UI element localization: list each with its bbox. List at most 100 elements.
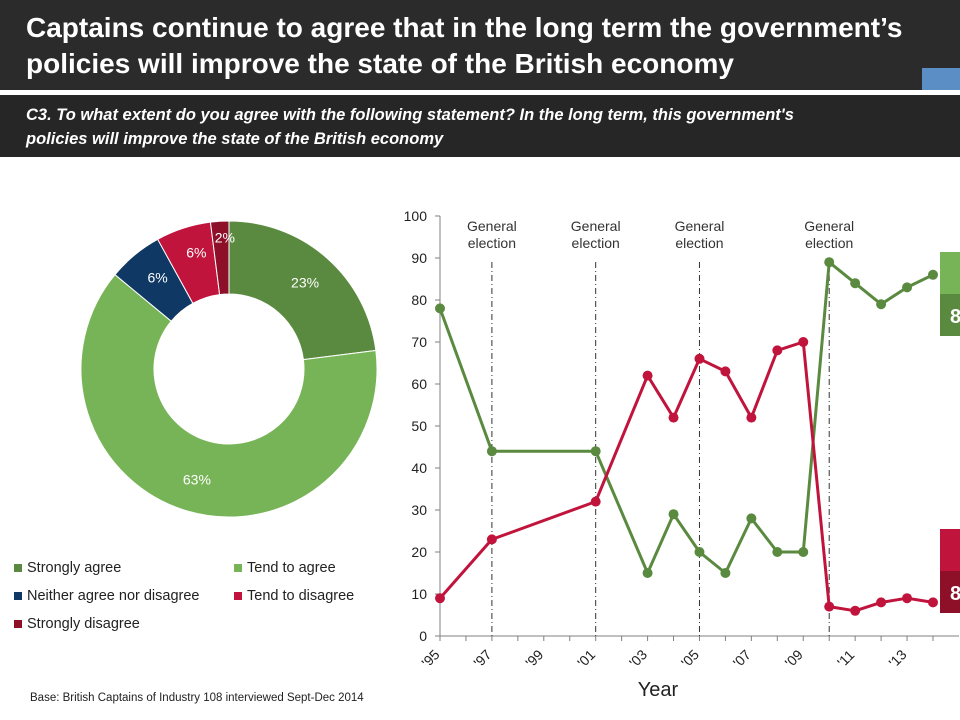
x-axis-title: Year	[638, 679, 679, 701]
x-tick-label: '09	[782, 646, 806, 670]
question-bar: C3. To what extent do you agree with the…	[0, 95, 960, 157]
x-tick-label: '99	[522, 646, 546, 670]
series-point-0	[435, 303, 445, 314]
accent-tab	[922, 68, 960, 90]
series-point-0	[850, 278, 861, 289]
legend-item-tend-to-disagree: Tend to disagree	[234, 588, 354, 604]
x-tick-label: '95	[418, 646, 442, 670]
donut-slice-strongly-disagree	[209, 220, 230, 296]
series-point-0	[720, 568, 731, 578]
legend-item-strongly-agree: Strongly agree	[14, 560, 121, 576]
y-tick-label: 40	[411, 460, 427, 476]
series-point-0	[590, 446, 601, 457]
y-tick-label: 70	[411, 334, 427, 350]
end-box	[940, 252, 960, 294]
end-box	[940, 571, 960, 613]
x-tick-label: '11	[834, 647, 858, 671]
question-text: C3. To what extent do you agree with the…	[26, 103, 956, 151]
end-box-label: 8	[950, 306, 960, 328]
y-tick-label: 100	[404, 208, 428, 224]
y-tick-label: 90	[411, 250, 427, 266]
title-line-2: policies will improve the state of the B…	[26, 48, 734, 79]
series-point-0	[642, 568, 653, 578]
series-point-1	[642, 370, 653, 381]
page-title: Captains continue to agree that in the l…	[26, 10, 960, 82]
legend-item-strongly-disagree: Strongly disagree	[14, 616, 140, 632]
series-point-0	[824, 257, 835, 268]
series-point-1	[850, 605, 861, 616]
series-point-1	[902, 593, 913, 604]
series-point-0	[694, 547, 705, 557]
series-point-0	[668, 509, 679, 520]
y-tick-label: 60	[411, 376, 427, 392]
donut-label-neither-agree-nor-disagree: 6%	[147, 270, 167, 286]
x-tick-label: '01	[574, 646, 598, 670]
series-point-0	[902, 282, 913, 293]
y-tick-label: 30	[411, 502, 427, 518]
y-tick-label: 20	[411, 544, 427, 560]
series-point-1	[590, 496, 601, 507]
y-tick-label: 0	[419, 628, 427, 644]
x-tick-label: '97	[470, 646, 494, 670]
donut-legend: Strongly agree Tend to agree Neither agr…	[14, 560, 394, 640]
legend-item-tend-to-agree: Tend to agree	[234, 560, 336, 576]
series-point-1	[772, 345, 783, 356]
legend-swatch-strongly-agree	[14, 564, 22, 572]
donut-chart: 23% 63% 6% 6% 2%	[80, 220, 378, 518]
series-point-1	[746, 412, 757, 423]
legend-label-tend-to-agree: Tend to agree	[247, 560, 336, 576]
donut-label-tend-to-agree: 63%	[183, 471, 211, 487]
donut-slice-tend-to-agree	[80, 273, 378, 518]
series-point-1	[928, 597, 938, 608]
series-line-0	[438, 260, 934, 575]
election-label: General election	[804, 218, 854, 251]
legend-label-tend-to-disagree: Tend to disagree	[247, 588, 355, 604]
series-point-0	[876, 299, 887, 310]
legend-item-neither: Neither agree nor disagree	[14, 588, 200, 604]
election-label: General election	[467, 218, 517, 251]
donut-label-strongly-agree: 23%	[291, 275, 319, 291]
series-point-0	[772, 547, 783, 557]
legend-label-neither: Neither agree nor disagree	[27, 588, 200, 604]
end-box-label: 8	[950, 583, 960, 605]
election-label: General election	[571, 218, 621, 251]
legend-swatch-neither	[14, 592, 22, 600]
question-line-1: C3. To what extent do you agree with the…	[26, 106, 794, 124]
series-point-1	[824, 601, 835, 612]
x-tick-label: '03	[626, 646, 650, 670]
series-point-0	[746, 513, 757, 524]
legend-label-strongly-disagree: Strongly disagree	[27, 616, 140, 632]
x-tick-label: '07	[730, 646, 754, 670]
series-line-1	[438, 340, 934, 613]
legend-swatch-tend-to-agree	[234, 564, 242, 572]
donut-slice-strongly-agree	[228, 220, 377, 361]
series-point-1	[694, 353, 705, 364]
end-box	[940, 529, 960, 571]
y-tick-label: 80	[411, 292, 427, 308]
y-tick-label: 10	[411, 586, 427, 602]
donut-label-strongly-disagree: 2%	[215, 229, 235, 245]
series-point-1	[798, 337, 809, 347]
legend-swatch-tend-to-disagree	[234, 592, 242, 600]
series-point-1	[876, 597, 887, 608]
series-point-1	[668, 412, 679, 423]
title-bar: Captains continue to agree that in the l…	[0, 0, 960, 90]
election-label: General election	[675, 218, 725, 251]
legend-swatch-strongly-disagree	[14, 620, 22, 628]
series-point-1	[720, 366, 731, 377]
y-tick-label: 50	[411, 418, 427, 434]
series-point-0	[798, 547, 809, 557]
x-tick-label: '13	[885, 646, 909, 670]
legend-label-strongly-agree: Strongly agree	[27, 560, 122, 576]
question-line-2: policies will improve the state of the B…	[26, 130, 444, 148]
series-point-1	[435, 593, 445, 604]
x-tick-label: '05	[678, 646, 702, 670]
donut-label-tend-to-disagree: 6%	[186, 244, 206, 260]
series-point-1	[486, 534, 497, 545]
series-point-0	[928, 269, 938, 280]
base-note: Base: British Captains of Industry 108 i…	[30, 692, 364, 704]
end-box	[940, 294, 960, 336]
title-line-1: Captains continue to agree that in the l…	[26, 12, 903, 43]
series-point-0	[486, 446, 497, 457]
line-chart: 0 10 20 30 40 50 60 70 80 90 100 '95 '97 '99 '01 '03 '05…	[404, 208, 960, 701]
